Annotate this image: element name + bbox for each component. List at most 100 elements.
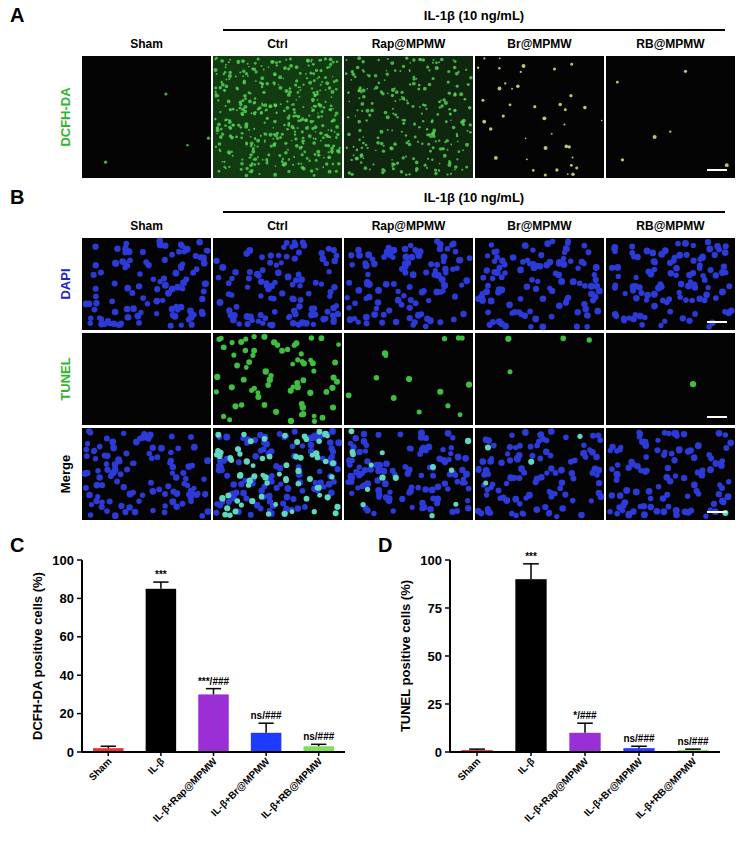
image-dot (349, 449, 355, 455)
image-dot (712, 252, 718, 258)
image-dot (352, 316, 357, 321)
image-dot (264, 132, 267, 135)
image-background (82, 428, 211, 520)
image-dot (307, 476, 313, 482)
image-haze (344, 56, 473, 178)
image-dot (91, 272, 97, 278)
image-dot (236, 447, 241, 452)
image-dot (590, 433, 596, 439)
image-dot (287, 170, 290, 173)
image-background (213, 56, 342, 178)
image-dot (530, 261, 536, 267)
image-dot (278, 60, 281, 63)
image-dot (302, 137, 305, 140)
image-dot (392, 167, 395, 170)
image-dot (312, 63, 315, 66)
image-dot (296, 479, 303, 486)
image-dot (572, 156, 574, 158)
image-dot (423, 270, 429, 276)
image-background (606, 56, 735, 178)
image-dot (395, 90, 399, 94)
image-dot (146, 435, 152, 441)
row-label: Merge (58, 455, 73, 493)
image-dot (268, 373, 273, 378)
image-dot (465, 69, 467, 71)
image-dot (306, 59, 310, 63)
image-dot (273, 120, 277, 124)
image-dot (299, 89, 301, 91)
image-dot (215, 448, 221, 454)
image-dot (437, 389, 443, 395)
image-dot (248, 512, 254, 518)
image-dot (240, 490, 247, 497)
image-dot (230, 340, 235, 345)
image-dot (409, 70, 411, 72)
micrograph (213, 428, 342, 520)
image-dot (162, 503, 167, 508)
image-dot (259, 81, 262, 84)
image-dot (316, 429, 322, 435)
image-dot (565, 240, 571, 246)
image-dot (114, 246, 120, 252)
image-dot (311, 107, 313, 109)
image-dot (239, 71, 241, 73)
image-dot (219, 495, 225, 501)
image-dot (234, 304, 240, 310)
image-dot (673, 272, 679, 278)
image-dot (391, 88, 395, 92)
image-dot (516, 84, 520, 88)
image-dot (396, 289, 401, 294)
image-dot (290, 320, 297, 327)
image-dot (313, 138, 315, 140)
image-dot (686, 272, 693, 279)
image-dot (448, 108, 450, 110)
image-dot (311, 368, 316, 373)
image-dot (460, 311, 466, 317)
image-dot (201, 477, 206, 482)
image-dot (283, 110, 286, 113)
image-dot (276, 64, 278, 66)
image-dot (329, 57, 333, 61)
image-dot (107, 499, 113, 505)
image-dot (590, 291, 596, 297)
image-dot (219, 336, 224, 341)
image-dot (403, 253, 410, 260)
image-dot (567, 173, 569, 175)
image-dot (697, 257, 703, 263)
image-dot (421, 142, 423, 144)
image-dot (548, 428, 555, 435)
image-dot (232, 123, 235, 126)
image-dot (292, 255, 298, 261)
treatment-header: IL-1β (10 ng/mL) (424, 8, 524, 23)
image-dot (185, 483, 190, 488)
image-dot (297, 91, 300, 94)
image-dot (562, 491, 568, 497)
image-dot (426, 298, 431, 303)
image-dot (683, 297, 689, 303)
image-dot (312, 100, 314, 102)
image-dot (175, 445, 181, 451)
image-dot (356, 109, 358, 111)
image-dot (336, 342, 341, 347)
image-dot (300, 377, 306, 383)
image-dot (422, 120, 424, 122)
image-dot (283, 124, 285, 126)
image-dot (511, 475, 517, 481)
image-dot (117, 459, 123, 465)
image-dot (428, 69, 430, 71)
image-dot (691, 482, 698, 489)
image-dot (292, 164, 294, 166)
image-dot (306, 157, 309, 160)
image-dot (495, 289, 501, 295)
image-dot (214, 389, 219, 394)
micrograph (213, 56, 342, 178)
image-dot (653, 508, 660, 515)
image-background (475, 333, 604, 425)
image-dot (261, 86, 263, 88)
image-dot (547, 286, 552, 291)
image-dot (725, 493, 732, 500)
image-dot (244, 97, 247, 100)
image-dot (313, 125, 317, 129)
image-dot (154, 286, 160, 292)
image-dot (316, 485, 322, 491)
